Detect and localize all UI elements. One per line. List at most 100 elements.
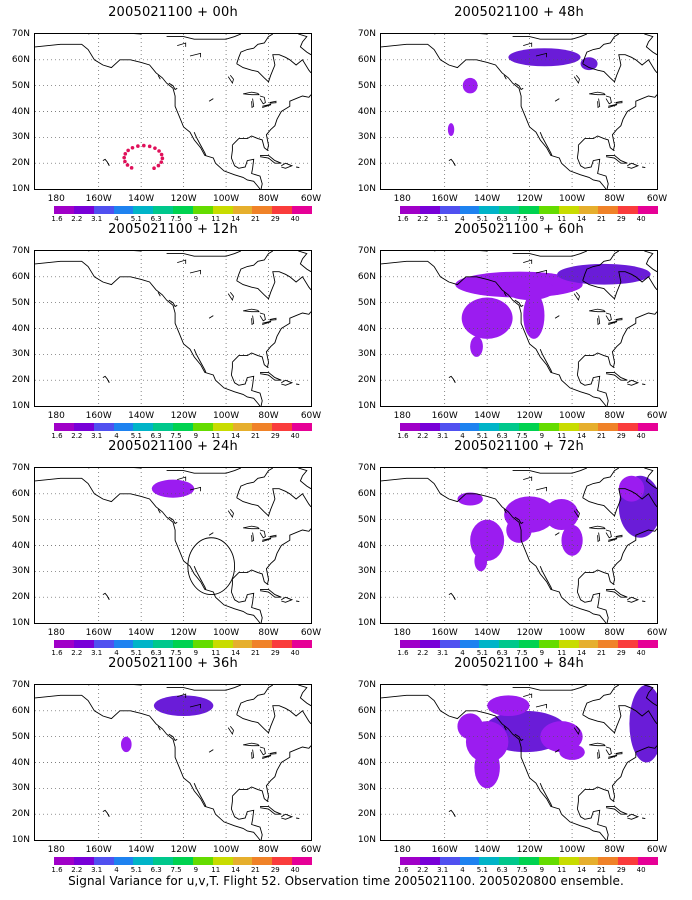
coastline: [35, 43, 261, 189]
panel-title: 2005021100 + 48h: [454, 5, 584, 20]
lake-outline: [262, 754, 272, 759]
colorbar-label: 9: [539, 432, 545, 440]
colorbar-label: 11: [211, 649, 221, 657]
colorbar: [400, 206, 658, 214]
colorbar-label: 1.6: [397, 866, 409, 874]
lake-outline: [573, 75, 580, 85]
x-tick-label: 140W: [474, 628, 501, 638]
lake-outline: [597, 749, 601, 760]
colorbar-label: 9: [193, 432, 199, 440]
coastline: [230, 796, 263, 840]
y-tick-label: 20N: [11, 592, 30, 603]
colorbar-segment: [252, 423, 273, 431]
coastline: [514, 516, 524, 525]
colorbar-segment: [419, 640, 440, 648]
colorbar-label: 21: [596, 866, 606, 874]
coastline: [448, 158, 456, 167]
panel-title: 2005021100 + 60h: [454, 222, 584, 237]
y-tick-label: 30N: [357, 783, 376, 794]
coastline: [232, 311, 311, 369]
colorbar: [54, 857, 312, 865]
coastline: [576, 145, 609, 189]
colorbar-label: 2.2: [71, 866, 83, 874]
y-tick-label: 40N: [11, 540, 30, 551]
colorbar-segment: [133, 206, 154, 214]
lake-outline: [269, 534, 277, 538]
x-tick-label: 60W: [646, 845, 668, 855]
flight-track-dot: [130, 145, 135, 150]
lake-outline: [269, 100, 277, 104]
coastline: [514, 82, 524, 91]
colorbar-segment: [519, 857, 539, 865]
colorbar-label: 6.3: [150, 432, 162, 440]
coastline: [281, 162, 294, 169]
coastline: [554, 532, 560, 536]
coastline: [236, 468, 274, 498]
coastline: [35, 477, 261, 623]
lake-outline: [243, 91, 260, 96]
map-canvas: [35, 251, 311, 406]
coastline: [193, 566, 207, 590]
coastline: [642, 166, 646, 169]
coastline: [168, 299, 178, 308]
colorbar-segment: [598, 640, 619, 648]
signal-variance-region: [544, 499, 579, 530]
colorbar-label: 40: [290, 432, 300, 440]
x-tick-label: 60W: [300, 845, 322, 855]
lake-outline: [177, 259, 187, 264]
lake-outline: [262, 537, 272, 542]
panel-title: 2005021100 + 00h: [108, 5, 238, 20]
x-tick-label: 160W: [85, 845, 112, 855]
colorbar-label: 21: [596, 432, 606, 440]
lake-outline: [615, 751, 623, 755]
lake-outline: [523, 476, 533, 481]
x-tick-label: 140W: [474, 411, 501, 421]
y-tick-label: 60N: [11, 54, 30, 65]
map-panel: 2005021100 + 60h 70N 60N 50N 40N 30N 20N 10N 180…: [346, 222, 676, 440]
coastline: [298, 34, 311, 56]
map-canvas: [35, 685, 311, 840]
coastline: [35, 260, 261, 406]
colorbar-segment: [54, 857, 74, 865]
colorbar-segment: [93, 206, 114, 214]
lake-outline: [177, 476, 187, 481]
map-panel: 2005021100 + 48h 70N 60N 50N 40N 30N 20N 10N 180…: [346, 5, 676, 223]
colorbar-label: 2.2: [417, 866, 429, 874]
colorbar-label: 1.6: [397, 649, 409, 657]
colorbar-label: 14: [231, 649, 241, 657]
coastline: [208, 98, 214, 102]
colorbar-segment: [558, 423, 579, 431]
colorbar-label: 1.6: [51, 649, 63, 657]
colorbar-segment: [618, 423, 639, 431]
colorbar-segment: [618, 640, 639, 648]
colorbar-segment: [272, 206, 293, 214]
coastline: [582, 705, 657, 734]
colorbar-segment: [538, 640, 559, 648]
colorbar-segment: [459, 640, 480, 648]
x-tick-label: 160W: [85, 411, 112, 421]
coastline: [539, 783, 553, 807]
colorbar-segment: [232, 423, 253, 431]
flight-track-dot: [147, 144, 152, 149]
colorbar-segment: [459, 206, 480, 214]
coastline: [582, 34, 620, 64]
colorbar-label: 7.5: [516, 649, 528, 657]
coastline: [448, 592, 456, 601]
coastline: [166, 34, 242, 40]
x-tick-label: 160W: [431, 194, 458, 204]
colorbar-label: 5.1: [130, 649, 142, 657]
coastline: [503, 509, 507, 514]
colorbar-label: 7.5: [170, 649, 182, 657]
lake-outline: [605, 312, 612, 322]
colorbar-segment: [93, 857, 114, 865]
coastline: [503, 726, 507, 731]
map-frame: [380, 250, 658, 407]
colorbar-segment: [212, 206, 233, 214]
colorbar-label: 21: [596, 649, 606, 657]
flight-track-dot: [157, 149, 161, 153]
coastline: [627, 596, 640, 603]
colorbar-label: 3.1: [437, 649, 449, 657]
signal-variance-region: [470, 336, 483, 357]
colorbar-label: 3.1: [91, 649, 103, 657]
map-frame: [34, 467, 312, 624]
